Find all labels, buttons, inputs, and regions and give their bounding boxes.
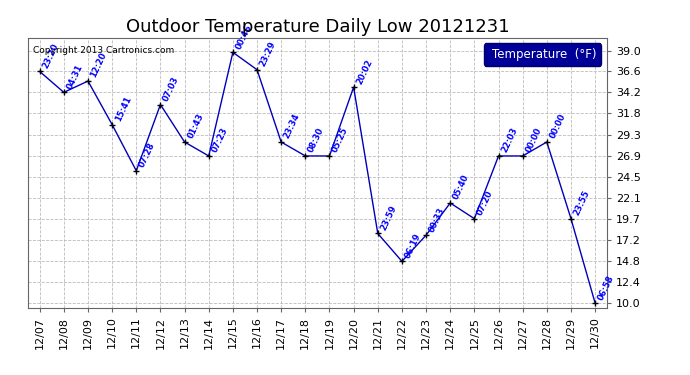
Text: 07:23: 07:23	[210, 126, 229, 154]
Text: 22:03: 22:03	[500, 126, 519, 154]
Legend: Temperature  (°F): Temperature (°F)	[484, 44, 601, 66]
Text: 07:20: 07:20	[475, 189, 495, 217]
Text: 23:34: 23:34	[282, 112, 302, 140]
Text: 20:02: 20:02	[355, 57, 374, 86]
Text: 00:00: 00:00	[524, 126, 543, 154]
Text: 00:33: 00:33	[427, 206, 446, 234]
Text: 04:31: 04:31	[65, 63, 84, 91]
Text: 12:20: 12:20	[89, 51, 108, 79]
Text: 06:58: 06:58	[596, 273, 615, 302]
Text: 05:25: 05:25	[331, 126, 350, 154]
Text: 07:28: 07:28	[137, 141, 157, 169]
Text: 05:40: 05:40	[451, 173, 471, 201]
Text: 23:59: 23:59	[379, 204, 398, 232]
Text: 08:30: 08:30	[306, 126, 326, 154]
Text: Copyright 2013 Cartronics.com: Copyright 2013 Cartronics.com	[33, 46, 175, 55]
Text: 15:41: 15:41	[113, 95, 133, 123]
Text: 23:20: 23:20	[41, 42, 60, 70]
Title: Outdoor Temperature Daily Low 20121231: Outdoor Temperature Daily Low 20121231	[126, 18, 509, 36]
Text: 07:03: 07:03	[161, 75, 181, 103]
Text: 23:55: 23:55	[572, 189, 591, 217]
Text: 01:43: 01:43	[186, 112, 205, 140]
Text: 00:00: 00:00	[548, 112, 567, 140]
Text: 00:46: 00:46	[234, 22, 253, 51]
Text: 23:29: 23:29	[258, 40, 277, 68]
Text: 06:19: 06:19	[403, 232, 422, 260]
